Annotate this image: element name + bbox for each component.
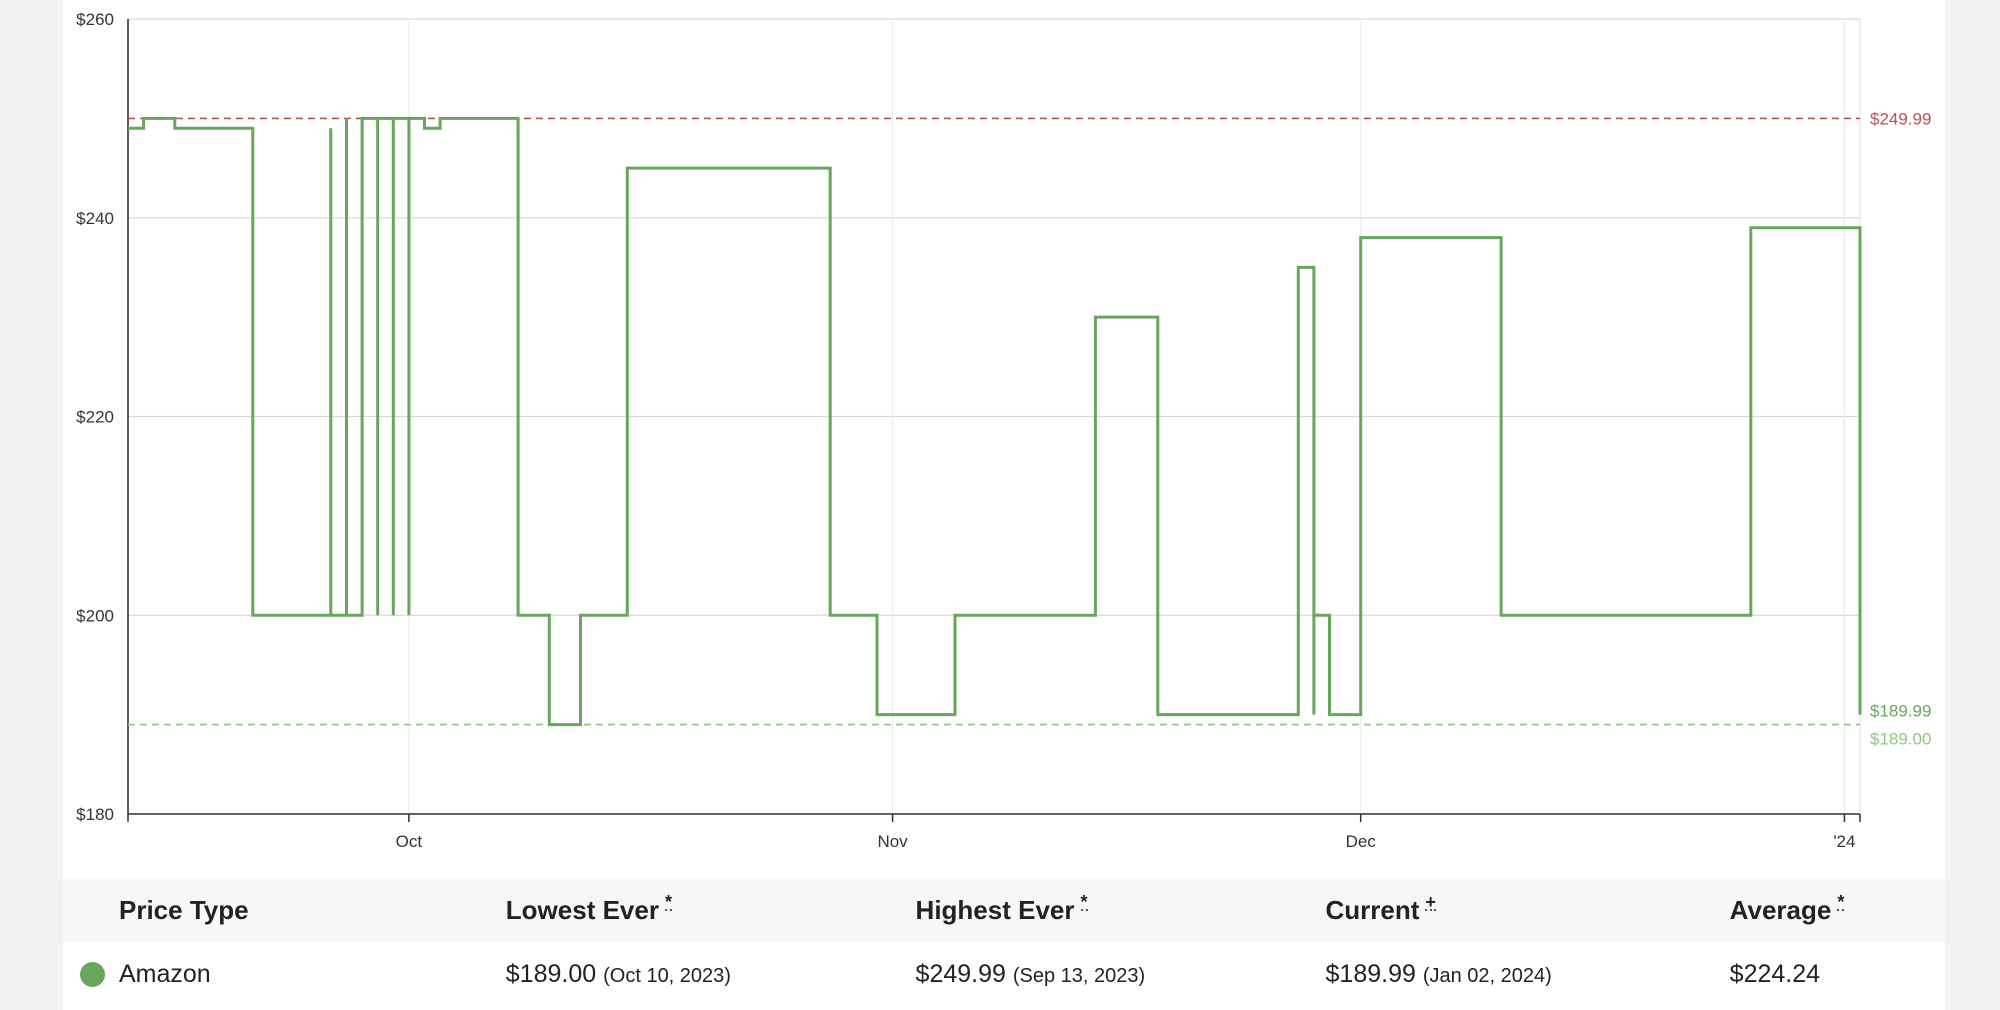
header-current-label: Current — [1325, 894, 1420, 925]
table-row: Amazon $189.00 (Oct 10, 2023) $249.99 (S… — [63, 942, 1945, 1006]
lowest-info-marker[interactable]: * — [664, 891, 672, 912]
average-cell: $224.24 — [1730, 942, 1945, 1006]
header-highest-label: Highest Ever — [915, 894, 1075, 925]
x-tick-label: '24 — [1833, 832, 1855, 851]
average-price: $224.24 — [1729, 959, 1821, 988]
y-tick-label: $200 — [76, 606, 114, 625]
header-lowest-ever: Lowest Ever * — [505, 878, 916, 942]
current-info-marker[interactable]: + — [1425, 891, 1436, 912]
price-summary-table: Price Type Lowest Ever * Highest Ever * Cu… — [63, 878, 1945, 1006]
series-color-dot — [80, 962, 105, 987]
y-tick-label: $180 — [76, 805, 114, 824]
table-header-row: Price Type Lowest Ever * Highest Ever * Cu… — [63, 878, 1945, 942]
x-tick-label: Nov — [877, 832, 908, 851]
header-price-type-label: Price Type — [119, 894, 249, 925]
price-type-label: Amazon — [119, 959, 211, 988]
reference-line-label: $249.99 — [1870, 109, 1931, 128]
series-layer — [128, 116, 1862, 727]
lowest-cell: $189.00 (Oct 10, 2023) — [506, 942, 916, 1006]
current-cell: $189.99 (Jan 02, 2024) — [1326, 942, 1730, 1006]
header-average-label: Average — [1729, 894, 1832, 925]
header-lowest-label: Lowest Ever — [505, 894, 659, 925]
price-history-chart: $260 $240 $220 $200 $180 Oct Nov Dec '24 $249.99 $… — [76, 10, 1931, 851]
reference-lines — [128, 117, 1860, 726]
y-tick-label: $220 — [76, 408, 114, 427]
grid-lines — [128, 18, 1861, 815]
y-tick-label: $240 — [76, 209, 114, 228]
current-price: $189.99 — [1325, 959, 1416, 988]
y-tick-label: $260 — [76, 10, 114, 29]
x-tick-label: Oct — [396, 832, 423, 851]
highest-info-marker[interactable]: * — [1080, 891, 1088, 912]
header-highest-ever: Highest Ever * — [915, 878, 1326, 942]
highest-price: $249.99 — [915, 959, 1006, 988]
header-average: Average * — [1729, 878, 1945, 942]
header-current: Current + — [1325, 878, 1730, 942]
tick-labels: $260 $240 $220 $200 $180 Oct Nov Dec '24 $249.99 $… — [76, 10, 1931, 851]
highest-date: (Sep 13, 2023) — [1012, 964, 1146, 987]
reference-line-label: $189.99 — [1870, 702, 1931, 721]
lowest-price: $189.00 — [505, 959, 597, 988]
price-type-cell: Amazon — [63, 942, 506, 1006]
axes — [127, 19, 1861, 822]
price-series-line — [128, 116, 1862, 727]
lowest-date: (Oct 10, 2023) — [603, 964, 731, 987]
current-date: (Jan 02, 2024) — [1422, 964, 1552, 987]
highest-cell: $249.99 (Sep 13, 2023) — [916, 942, 1326, 1006]
x-tick-label: Dec — [1346, 832, 1377, 851]
reference-line-label: $189.00 — [1870, 730, 1931, 749]
header-price-type: Price Type — [63, 878, 506, 942]
average-info-marker[interactable]: * — [1837, 891, 1845, 912]
